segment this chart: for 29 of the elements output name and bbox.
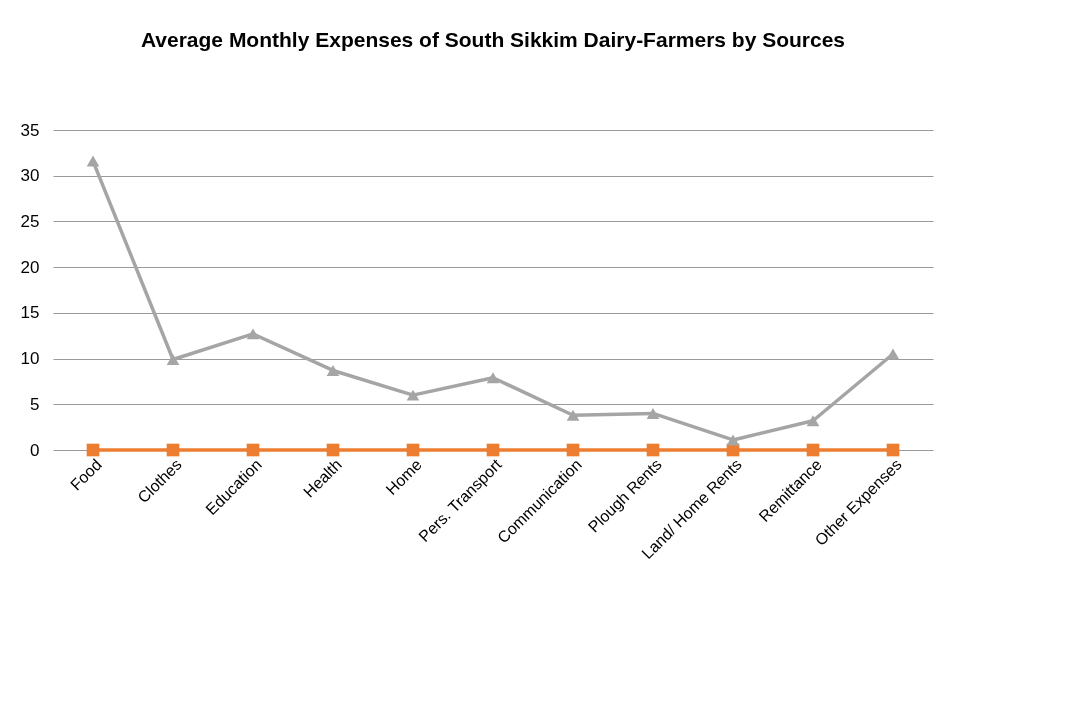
point bbox=[806, 443, 820, 457]
point bbox=[246, 328, 260, 340]
point bbox=[886, 443, 900, 457]
y-tick-label: 10 bbox=[20, 349, 40, 369]
point bbox=[326, 364, 340, 376]
point bbox=[646, 443, 660, 457]
y-tick-label: 25 bbox=[20, 211, 40, 231]
point bbox=[86, 443, 100, 457]
point bbox=[406, 389, 420, 401]
point bbox=[486, 372, 500, 384]
point bbox=[326, 443, 340, 457]
point bbox=[406, 443, 420, 457]
y-tick-label: 0 bbox=[30, 440, 40, 460]
chart-title: Average Monthly Expenses of South Sikkim Dairy-Farmers by Sources bbox=[140, 28, 846, 51]
y-tick-label: 15 bbox=[20, 303, 40, 323]
y-tick-label: 30 bbox=[20, 166, 40, 186]
point bbox=[806, 415, 820, 427]
point bbox=[486, 443, 500, 457]
y-tick-label: 20 bbox=[20, 257, 40, 277]
y-tick-label: 5 bbox=[30, 394, 40, 414]
point bbox=[166, 354, 180, 365]
point bbox=[246, 443, 260, 457]
point bbox=[566, 443, 580, 457]
point bbox=[166, 443, 180, 457]
point bbox=[86, 155, 100, 167]
point bbox=[726, 434, 740, 446]
y-tick-label: 35 bbox=[20, 120, 40, 140]
point bbox=[646, 407, 660, 419]
point bbox=[566, 409, 580, 421]
